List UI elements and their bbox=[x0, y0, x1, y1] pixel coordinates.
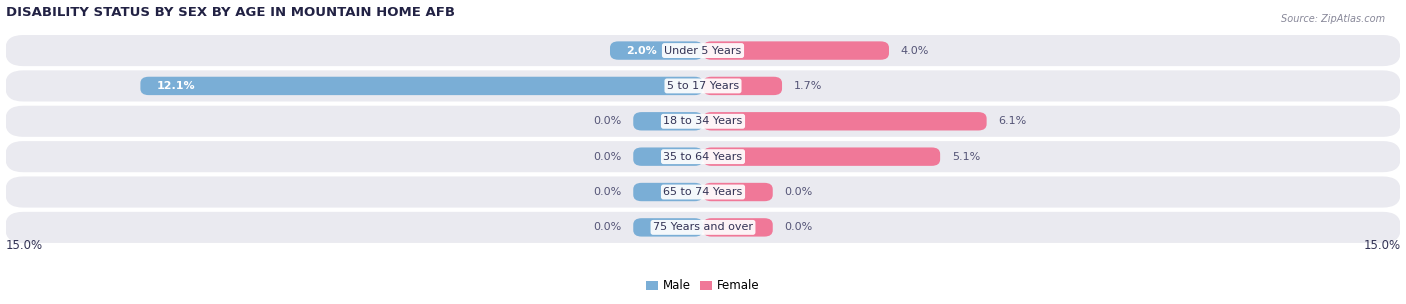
Text: 0.0%: 0.0% bbox=[593, 152, 621, 162]
Text: 15.0%: 15.0% bbox=[1364, 239, 1400, 252]
FancyBboxPatch shape bbox=[633, 218, 703, 237]
Text: DISABILITY STATUS BY SEX BY AGE IN MOUNTAIN HOME AFB: DISABILITY STATUS BY SEX BY AGE IN MOUNT… bbox=[6, 6, 454, 19]
Text: 1.7%: 1.7% bbox=[793, 81, 823, 91]
FancyBboxPatch shape bbox=[703, 147, 941, 166]
Text: 35 to 64 Years: 35 to 64 Years bbox=[664, 152, 742, 162]
Text: 0.0%: 0.0% bbox=[785, 223, 813, 232]
Legend: Male, Female: Male, Female bbox=[641, 275, 765, 297]
FancyBboxPatch shape bbox=[6, 176, 1400, 208]
FancyBboxPatch shape bbox=[6, 141, 1400, 172]
FancyBboxPatch shape bbox=[703, 183, 773, 201]
FancyBboxPatch shape bbox=[703, 112, 987, 130]
FancyBboxPatch shape bbox=[610, 41, 703, 60]
FancyBboxPatch shape bbox=[633, 183, 703, 201]
FancyBboxPatch shape bbox=[703, 77, 782, 95]
FancyBboxPatch shape bbox=[703, 218, 773, 237]
Text: 2.0%: 2.0% bbox=[626, 46, 657, 56]
FancyBboxPatch shape bbox=[141, 77, 703, 95]
Text: 0.0%: 0.0% bbox=[593, 187, 621, 197]
Text: 5 to 17 Years: 5 to 17 Years bbox=[666, 81, 740, 91]
FancyBboxPatch shape bbox=[6, 106, 1400, 137]
Text: 65 to 74 Years: 65 to 74 Years bbox=[664, 187, 742, 197]
Text: 15.0%: 15.0% bbox=[6, 239, 42, 252]
Text: 0.0%: 0.0% bbox=[785, 187, 813, 197]
Text: 6.1%: 6.1% bbox=[998, 116, 1026, 126]
FancyBboxPatch shape bbox=[6, 70, 1400, 102]
Text: 75 Years and over: 75 Years and over bbox=[652, 223, 754, 232]
Text: 4.0%: 4.0% bbox=[901, 46, 929, 56]
FancyBboxPatch shape bbox=[6, 212, 1400, 243]
Text: 12.1%: 12.1% bbox=[156, 81, 195, 91]
Text: 5.1%: 5.1% bbox=[952, 152, 980, 162]
FancyBboxPatch shape bbox=[6, 35, 1400, 66]
Text: 0.0%: 0.0% bbox=[593, 223, 621, 232]
Text: Source: ZipAtlas.com: Source: ZipAtlas.com bbox=[1281, 14, 1385, 24]
Text: 0.0%: 0.0% bbox=[593, 116, 621, 126]
Text: Under 5 Years: Under 5 Years bbox=[665, 46, 741, 56]
FancyBboxPatch shape bbox=[633, 147, 703, 166]
FancyBboxPatch shape bbox=[633, 112, 703, 130]
FancyBboxPatch shape bbox=[703, 41, 889, 60]
Text: 18 to 34 Years: 18 to 34 Years bbox=[664, 116, 742, 126]
